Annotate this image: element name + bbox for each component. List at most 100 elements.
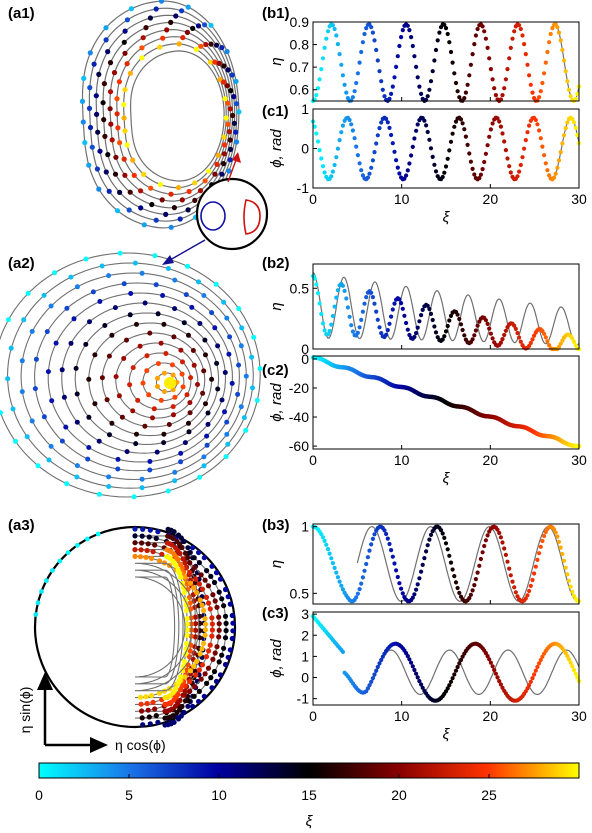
a3-point-90 <box>221 645 227 651</box>
a2-point-198 <box>251 334 257 340</box>
a2-point-174 <box>239 325 245 331</box>
b3-point-36 <box>370 536 375 542</box>
a3-point-139 <box>165 533 171 539</box>
a3-point-182 <box>180 692 186 698</box>
a1-point-55 <box>107 106 113 112</box>
b1-point-109 <box>492 86 497 91</box>
b3-point-129 <box>525 593 530 598</box>
b3-point-138 <box>540 538 545 544</box>
a1-point-1 <box>221 134 227 140</box>
a1-point-143 <box>81 75 87 81</box>
c1-point-46 <box>387 125 392 130</box>
colorbar-xlabel: ξ <box>306 813 314 830</box>
a2-point-175 <box>249 354 255 360</box>
a1-point-120 <box>86 105 93 111</box>
a2-point-43 <box>99 375 105 381</box>
a3-point-305 <box>187 668 193 674</box>
b1-point-15 <box>335 42 340 47</box>
c3-point-132 <box>530 676 535 681</box>
b2-point-105 <box>485 321 490 326</box>
a2-point-148 <box>139 270 145 276</box>
b3-ylabel: η <box>268 560 285 568</box>
a1-point-70 <box>171 205 177 211</box>
a2-point-108 <box>128 291 134 296</box>
c3-reference-curve <box>365 649 580 695</box>
b3-point-70 <box>427 537 432 542</box>
b2-frame <box>312 263 580 350</box>
a2-point-144 <box>29 328 35 334</box>
b2-ytick-label-1: 0.5 <box>290 280 310 296</box>
a3-point-294 <box>199 602 205 608</box>
a2-point-27 <box>171 412 176 418</box>
a2-point-141 <box>29 418 35 424</box>
c1-point-142 <box>547 173 552 178</box>
c1-point-50 <box>394 158 399 163</box>
a3-point-81 <box>208 573 214 580</box>
c1-point-58 <box>407 161 412 166</box>
c3-point-159 <box>575 675 580 680</box>
c2-ytick-label-1: -20 <box>289 380 309 396</box>
a1-point-142 <box>79 98 86 104</box>
a3-point-108 <box>170 713 176 719</box>
a1-point-104 <box>173 13 179 19</box>
a3-point-93 <box>211 668 218 675</box>
a3-point-242 <box>150 699 156 705</box>
b1-point-57 <box>405 23 410 28</box>
a3-point-167 <box>187 688 193 694</box>
b2-point-55 <box>402 313 407 318</box>
a3-point-332 <box>184 627 190 633</box>
b2-point-124 <box>517 335 522 340</box>
a2-point-82 <box>154 449 160 455</box>
c3-point-81 <box>445 686 450 691</box>
b3-point-33 <box>365 555 370 560</box>
b2-point-123 <box>515 330 520 336</box>
a1-point-87 <box>230 112 236 119</box>
a2-point-110 <box>189 304 195 310</box>
a2-point-8 <box>172 394 178 400</box>
a2-point-178 <box>225 441 231 447</box>
a2-point-85 <box>74 419 80 425</box>
c1-point-69 <box>425 129 430 135</box>
a1-point-61 <box>184 29 190 35</box>
a1-point-75 <box>102 133 108 139</box>
a1-point-17 <box>176 41 182 47</box>
b2-point-66 <box>420 307 425 312</box>
a1-point-30 <box>121 156 127 162</box>
a3-point-66 <box>175 532 182 538</box>
b3-point-44 <box>384 531 389 537</box>
a3-point-91 <box>219 652 225 658</box>
a1-point-136 <box>141 222 147 228</box>
a2-point-128 <box>153 282 159 288</box>
c1-point-71 <box>428 146 434 151</box>
a2-point-177 <box>241 415 247 421</box>
c1-point-114 <box>500 131 505 136</box>
c3-point-85 <box>452 672 457 677</box>
c3-point-136 <box>537 661 542 666</box>
b1-ytick-label-0: 0.6 <box>290 82 310 98</box>
c2-xtick-label-3: 30 <box>571 452 587 468</box>
a3-point-280 <box>132 553 138 560</box>
a2-point-45 <box>124 337 129 343</box>
a1-point-146 <box>128 6 134 12</box>
a2-point-137 <box>139 476 145 482</box>
a2-point-84 <box>96 438 102 444</box>
b2-point-10 <box>327 328 332 334</box>
a3-point-155 <box>214 604 220 610</box>
a3-point-85 <box>221 603 227 609</box>
b1-point-81 <box>445 31 450 37</box>
a2-point-92 <box>172 306 178 312</box>
c1-point-157 <box>571 120 577 125</box>
b3-ytick-label-0: 0.5 <box>290 585 310 601</box>
a2-point-132 <box>236 362 242 368</box>
b1-point-147 <box>555 25 560 30</box>
a2-point-87 <box>59 367 65 373</box>
a2-point-23 <box>163 351 169 356</box>
c3-point-40 <box>377 661 382 666</box>
a3-point-210 <box>132 547 138 553</box>
a2-point-166 <box>21 317 27 323</box>
b1-point-20 <box>344 90 349 95</box>
a2-point-194 <box>152 253 158 259</box>
a1-point-126 <box>179 8 185 14</box>
a3-point-0 <box>132 526 138 532</box>
a2-point-156 <box>201 454 207 460</box>
